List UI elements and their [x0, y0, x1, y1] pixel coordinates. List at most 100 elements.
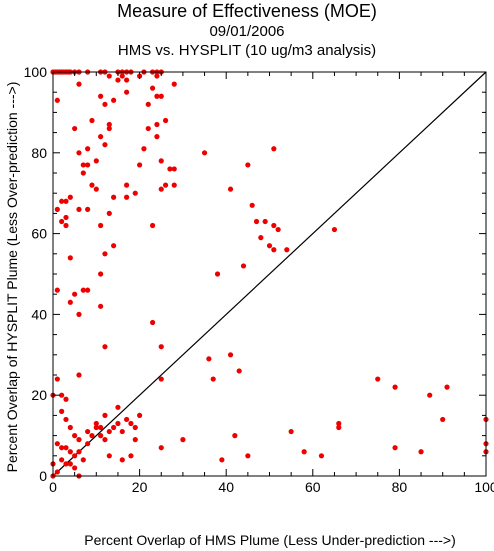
data-point: [54, 376, 60, 382]
data-point: [240, 263, 247, 269]
data-point: [102, 437, 108, 443]
data-point: [93, 420, 99, 427]
y-tick-label: 20: [31, 387, 47, 403]
data-point: [214, 271, 221, 277]
data-point: [336, 420, 342, 427]
data-point: [89, 433, 95, 439]
data-point: [154, 93, 160, 99]
data-point: [275, 226, 281, 233]
data-point: [266, 243, 273, 249]
data-point: [106, 453, 112, 459]
data-point: [171, 81, 177, 87]
y-tick-label: 60: [31, 226, 47, 242]
x-tick-label: 80: [392, 479, 408, 495]
x-tick-label: 100: [474, 479, 494, 495]
data-point: [63, 396, 69, 402]
data-point: [227, 186, 234, 192]
data-point: [232, 433, 238, 439]
data-point: [98, 134, 104, 140]
data-point: [180, 437, 186, 443]
data-point: [85, 428, 91, 435]
data-point: [85, 162, 91, 168]
data-point: [59, 218, 65, 225]
data-point: [115, 420, 121, 427]
data-point: [158, 186, 164, 192]
data-point: [262, 218, 268, 225]
data-point: [72, 465, 78, 471]
data-point: [444, 384, 450, 390]
data-point: [54, 206, 60, 212]
data-point: [63, 222, 69, 229]
data-point: [85, 441, 91, 447]
y-tick-label: 0: [39, 468, 47, 484]
data-point: [76, 81, 82, 87]
data-point: [59, 392, 65, 398]
data-point: [132, 424, 138, 431]
data-point: [106, 121, 112, 128]
data-point: [219, 457, 225, 463]
data-point: [106, 73, 112, 79]
data-point: [124, 77, 130, 83]
data-point: [98, 424, 104, 431]
data-point: [76, 311, 82, 317]
chart-subtitle-date: 09/01/2006: [209, 23, 284, 40]
data-point: [115, 77, 121, 83]
data-point: [93, 158, 99, 164]
data-point: [145, 101, 151, 107]
data-point: [145, 125, 151, 132]
data-point: [63, 461, 69, 467]
chart-subtitle-analysis: HMS vs. HYSPLIT (10 ug/m3 analysis): [118, 42, 376, 59]
data-point: [67, 449, 73, 455]
data-point: [72, 125, 78, 132]
data-point: [392, 384, 398, 390]
data-point: [258, 235, 264, 241]
data-points-layer: [50, 69, 489, 479]
data-point: [440, 416, 446, 423]
data-point: [72, 433, 78, 439]
data-point: [102, 142, 108, 148]
data-point: [336, 424, 342, 431]
data-point: [206, 356, 212, 362]
data-point: [59, 445, 65, 451]
data-point: [67, 194, 73, 200]
data-point: [80, 287, 86, 293]
data-point: [59, 457, 65, 463]
data-point: [98, 303, 104, 309]
chart-title: Measure of Effectiveness (MOE): [117, 1, 377, 21]
data-point: [67, 461, 73, 467]
data-point: [418, 449, 424, 455]
data-point: [54, 441, 60, 447]
data-point: [54, 287, 60, 293]
data-point: [76, 449, 82, 455]
data-point: [141, 146, 147, 152]
data-point: [119, 457, 125, 463]
data-point: [111, 243, 117, 249]
data-point: [98, 93, 104, 99]
data-point: [102, 412, 108, 418]
y-tick-label: 100: [24, 64, 48, 80]
data-point: [102, 101, 108, 107]
data-point: [149, 319, 156, 326]
data-point: [318, 453, 325, 459]
data-point: [119, 428, 125, 435]
data-point: [137, 412, 143, 418]
data-point: [124, 89, 130, 95]
data-point: [93, 424, 99, 431]
x-axis-label: Percent Overlap of HMS Plume (Less Under…: [84, 532, 456, 548]
data-point: [427, 392, 433, 398]
data-point: [128, 453, 134, 459]
data-point: [63, 445, 69, 451]
data-point: [106, 125, 112, 132]
y-tick-label: 40: [31, 306, 47, 322]
data-point: [106, 210, 112, 216]
x-tick-label: 40: [218, 479, 234, 495]
data-point: [331, 226, 338, 233]
x-tick-label: 60: [305, 479, 321, 495]
data-point: [162, 117, 169, 124]
x-tick-label: 20: [132, 479, 148, 495]
y-axis-label: Percent Overlap of HYSPLIT Plume (Less O…: [4, 82, 20, 473]
data-point: [154, 73, 160, 79]
data-point: [158, 445, 164, 451]
data-point: [76, 372, 82, 378]
